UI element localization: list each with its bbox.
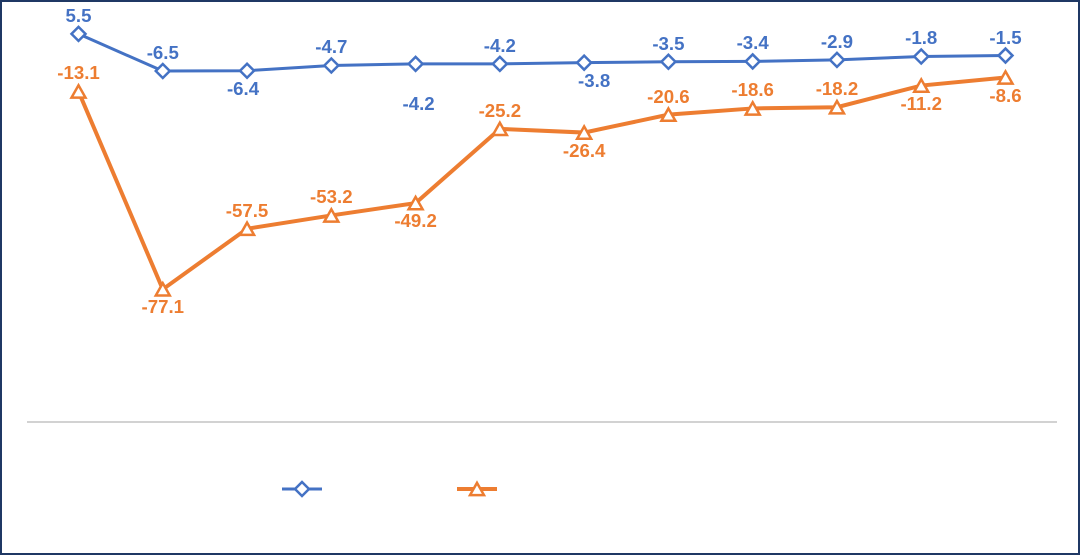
series-marker-series-a xyxy=(156,64,170,78)
data-label-series-a: -6.5 xyxy=(147,42,179,64)
series-marker-series-a xyxy=(999,49,1013,63)
series-marker-series-a xyxy=(746,54,760,68)
legend-marker-series-a-icon xyxy=(295,482,309,496)
data-label-series-a: -2.9 xyxy=(821,31,853,53)
data-label-series-b: -8.6 xyxy=(989,85,1021,107)
series-marker-series-a xyxy=(409,57,423,71)
series-marker-series-a xyxy=(72,27,86,41)
series-marker-series-a xyxy=(661,55,675,69)
data-label-series-b: -20.6 xyxy=(647,86,690,108)
data-label-series-a: -1.5 xyxy=(989,27,1021,49)
series-marker-series-b xyxy=(577,126,591,138)
data-label-series-a: -4.7 xyxy=(315,36,347,58)
series-line-series-b xyxy=(79,78,1006,290)
data-label-series-b: -18.2 xyxy=(816,78,859,100)
data-label-series-a: -3.8 xyxy=(578,70,610,92)
series-marker-series-a xyxy=(240,64,254,78)
data-label-series-b: -11.2 xyxy=(900,93,942,115)
series-marker-series-a xyxy=(830,53,844,67)
legend-marker-series-b-icon xyxy=(470,483,484,495)
data-label-series-a: -3.4 xyxy=(737,32,769,54)
series-marker-series-b xyxy=(914,79,928,91)
series-line-series-a xyxy=(79,34,1006,71)
data-label-series-a: -4.2 xyxy=(484,35,516,57)
series-marker-series-b xyxy=(830,101,844,113)
series-marker-series-b xyxy=(240,223,254,235)
data-label-series-a: -3.5 xyxy=(652,33,684,55)
data-label-series-b: -26.4 xyxy=(563,140,606,162)
series-marker-series-a xyxy=(493,57,507,71)
data-label-series-b: -53.2 xyxy=(310,186,353,208)
chart-canvas xyxy=(2,2,1080,555)
series-marker-series-b xyxy=(661,108,675,120)
series-marker-series-b xyxy=(72,85,86,97)
data-label-series-a: -6.4 xyxy=(227,78,259,100)
data-label-series-b: -77.1 xyxy=(142,296,185,318)
series-marker-series-a xyxy=(914,49,928,63)
series-marker-series-b xyxy=(999,71,1013,83)
data-label-series-a: -1.8 xyxy=(905,27,937,49)
data-label-series-b: -13.1 xyxy=(57,62,100,84)
data-label-series-a: -4.2 xyxy=(403,93,435,115)
series-marker-series-a xyxy=(577,56,591,70)
series-marker-series-b xyxy=(746,102,760,114)
series-marker-series-b xyxy=(324,209,338,221)
data-label-series-a: 5.5 xyxy=(66,5,92,27)
data-label-series-b: -49.2 xyxy=(394,210,437,232)
data-label-series-b: -25.2 xyxy=(479,100,522,122)
data-label-series-b: -57.5 xyxy=(226,200,269,222)
line-chart: 5.5 -6.5 -6.4 -4.7 -4.2 -4.2 -3.8 -3.5 -3.4 -2.9 -… xyxy=(0,0,1080,555)
series-marker-series-b xyxy=(493,123,507,135)
series-marker-series-a xyxy=(324,58,338,72)
data-label-series-b: -18.6 xyxy=(731,79,774,101)
